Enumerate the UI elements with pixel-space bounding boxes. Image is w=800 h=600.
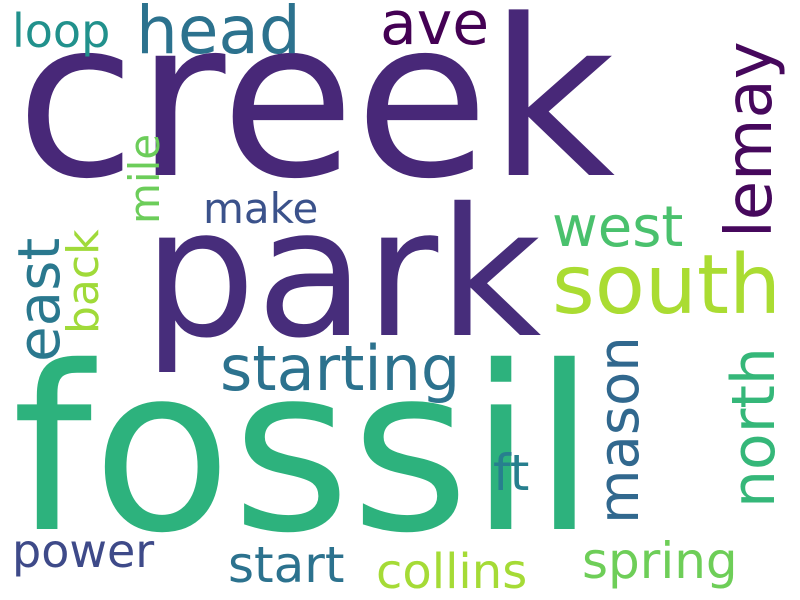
word-spring: spring: [582, 532, 738, 590]
word-starting: starting: [220, 332, 461, 405]
word-north: north: [719, 347, 789, 508]
word-creek: creek: [16, 0, 616, 227]
word-west: west: [552, 195, 684, 260]
word-start: start: [228, 536, 345, 594]
word-ave: ave: [380, 0, 490, 59]
word-collins: collins: [376, 544, 528, 600]
word-back: back: [58, 229, 109, 334]
word-south: south: [552, 238, 781, 333]
word-fossil: fossil: [12, 317, 597, 583]
word-lemay: lemay: [713, 41, 787, 238]
word-head: head: [136, 0, 301, 69]
word-mile: mile: [120, 133, 169, 224]
word-mason: mason: [587, 336, 652, 524]
word-power: power: [12, 524, 155, 578]
word-loop: loop: [12, 4, 111, 58]
word-make: make: [203, 184, 319, 233]
word-ft: ft: [493, 444, 530, 502]
word-park: park: [143, 170, 542, 377]
